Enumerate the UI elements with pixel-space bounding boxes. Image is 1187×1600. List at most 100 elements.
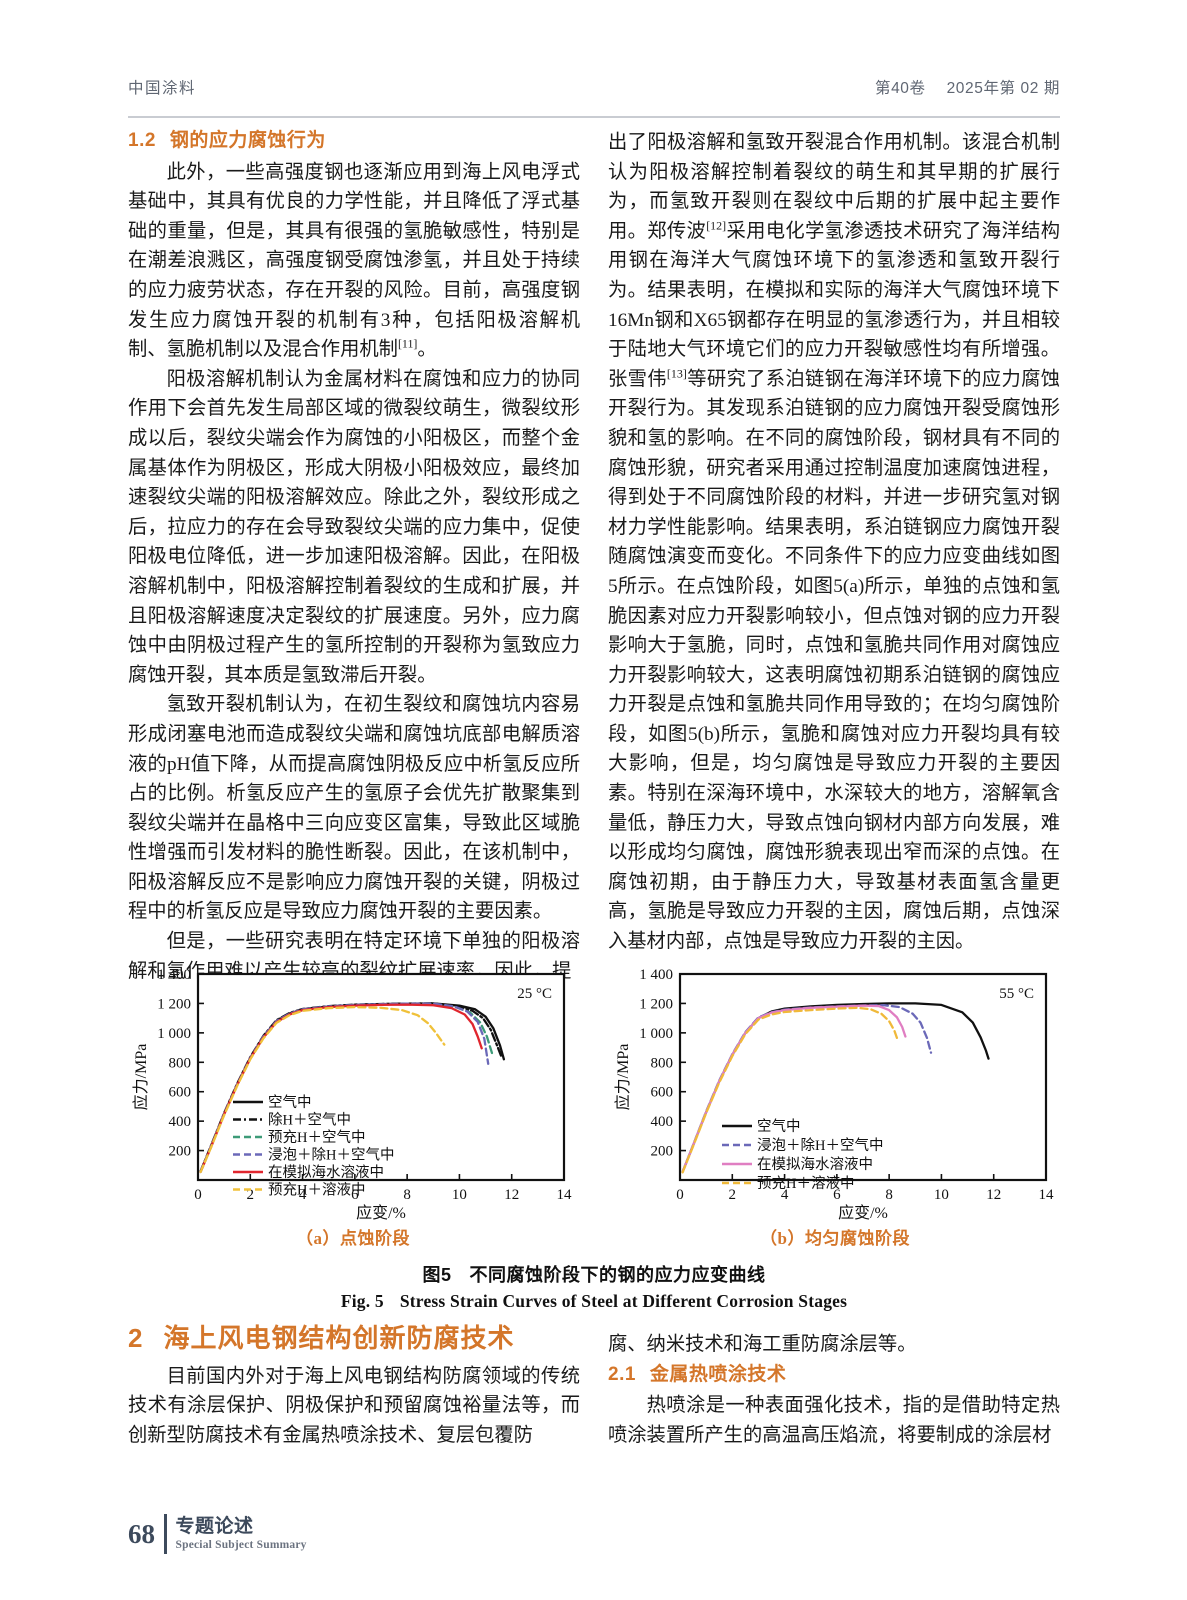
paragraph-3: 氢致开裂机制认为，在初生裂纹和腐蚀坑内容易形成闭塞电池而造成裂纹尖端和腐蚀坑底部… bbox=[128, 694, 580, 923]
figure-title-en: Stress Strain Curves of Steel at Differe… bbox=[399, 1291, 848, 1311]
svg-text:10: 10 bbox=[934, 1187, 949, 1203]
svg-text:6: 6 bbox=[833, 1187, 841, 1203]
figure-label-cn: 图5 bbox=[422, 1265, 452, 1285]
right-column-upper: 出了阳极溶解和氢致开裂混合作用机制。该混合机制认为阳极溶解控制着裂纹的萌生和其早… bbox=[608, 128, 1060, 957]
svg-text:空气中: 空气中 bbox=[757, 1118, 801, 1135]
volume-label: 第40卷 bbox=[874, 80, 926, 97]
section-number: 1.2 bbox=[128, 130, 156, 151]
svg-text:1 200: 1 200 bbox=[639, 996, 673, 1012]
chart-a-svg: 0 2 4 6 8 10 12 14 200 400 600 800 1 000 1 200 1 400 应力… bbox=[131, 967, 573, 1222]
svg-text:预充H＋空气中: 预充H＋空气中 bbox=[268, 1129, 365, 1146]
svg-text:4: 4 bbox=[781, 1187, 789, 1203]
paragraph-right-1a: 出了阳极溶解和氢致开裂混合作用机制。该混合机制认为阳极溶解控制着裂纹的萌生和其早… bbox=[608, 132, 1060, 242]
section-2-number: 2 bbox=[128, 1323, 144, 1353]
svg-text:0: 0 bbox=[676, 1187, 684, 1203]
page-header: 中国涂料 第40卷 2025年第 02 期 bbox=[128, 76, 1060, 118]
section-title: 钢的应力腐蚀行为 bbox=[169, 130, 326, 151]
svg-text:800: 800 bbox=[169, 1055, 192, 1071]
svg-text:14: 14 bbox=[557, 1187, 573, 1203]
svg-text:55 °C: 55 °C bbox=[999, 986, 1034, 1002]
left-column-lower: 2 海上风电钢结构创新防腐技术 目前国内外对于海上风电钢结构防腐领域的传统技术有涂… bbox=[128, 1322, 580, 1451]
svg-text:6: 6 bbox=[351, 1187, 359, 1203]
paragraph-right-1: 出了阳极溶解和氢致开裂混合作用机制。该混合机制认为阳极溶解控制着裂纹的萌生和其早… bbox=[608, 128, 1060, 957]
section-2-1-title: 金属热喷涂技术 bbox=[649, 1363, 787, 1385]
paragraph-2: 阳极溶解机制认为金属材料在腐蚀和应力的协同作用下会首先发生局部区域的微裂纹萌生，… bbox=[128, 368, 580, 686]
svg-text:25 °C: 25 °C bbox=[517, 986, 552, 1002]
section-heading-1-2: 1.2 钢的应力腐蚀行为 bbox=[128, 128, 580, 154]
svg-text:600: 600 bbox=[651, 1085, 674, 1101]
svg-text:应力/MPa: 应力/MPa bbox=[131, 1044, 150, 1111]
svg-text:浸泡＋除H＋空气中: 浸泡＋除H＋空气中 bbox=[268, 1147, 394, 1164]
chart-b-container: 0 2 4 6 8 10 12 14 200 400 600 800 1 000 1 200 1 400 应力… bbox=[610, 960, 1060, 1249]
charts-row: 0 2 4 6 8 10 12 14 200 400 600 800 1 000 1 200 1 400 应力… bbox=[128, 960, 1060, 1249]
footer-section-cn: 专题论述 bbox=[175, 1516, 254, 1538]
paragraph-right-1c: 等研究了系泊链钢在海洋环境下的应力腐蚀开裂行为。其发现系泊链钢的应力腐蚀开裂受腐… bbox=[608, 368, 1061, 953]
svg-text:2: 2 bbox=[247, 1187, 255, 1203]
chart-a-canvas: 0 2 4 6 8 10 12 14 200 400 600 800 1 000 1 200 1 400 应力… bbox=[128, 960, 578, 1222]
footer-section-en: Special Subject Summary bbox=[175, 1538, 307, 1551]
svg-text:空气中: 空气中 bbox=[268, 1094, 312, 1111]
reference-13: [13] bbox=[666, 366, 687, 381]
subcaption-a: （a）点蚀阶段 bbox=[296, 1229, 410, 1248]
svg-text:8: 8 bbox=[885, 1187, 893, 1203]
footer-section: 专题论述 Special Subject Summary bbox=[176, 1517, 307, 1551]
svg-text:0: 0 bbox=[194, 1187, 202, 1203]
figure-caption-en: Fig. 5 Stress Strain Curves of Steel at D… bbox=[128, 1291, 1060, 1312]
issue-info: 第40卷 2025年第 02 期 bbox=[875, 76, 1060, 98]
svg-text:1 400: 1 400 bbox=[157, 967, 191, 983]
chart-b-svg: 0 2 4 6 8 10 12 14 200 400 600 800 1 000 1 200 1 400 应力… bbox=[613, 967, 1055, 1222]
figure-5: 0 2 4 6 8 10 12 14 200 400 600 800 1 000 1 200 1 400 应力… bbox=[128, 960, 1060, 1312]
paragraph-1-tail: 。 bbox=[417, 339, 437, 361]
reference-12: [12] bbox=[706, 218, 727, 233]
figure-caption-cn: 图5 不同腐蚀阶段下的钢的应力应变曲线 bbox=[128, 1261, 1060, 1287]
svg-text:在模拟海水溶液中: 在模拟海水溶液中 bbox=[268, 1164, 384, 1181]
svg-text:200: 200 bbox=[651, 1144, 674, 1160]
paragraph-right-1b: 采用电化学氢渗透技术研究了海洋结构用钢在海洋大气腐蚀环境下的氢渗透和氢致开裂行为… bbox=[608, 220, 1061, 390]
figure-label-en: Fig. 5 bbox=[340, 1291, 384, 1311]
paragraph-bottom-left: 目前国内外对于海上风电钢结构防腐领域的传统技术有涂层保护、阴极保护和预留腐蚀裕量… bbox=[128, 1365, 580, 1446]
svg-text:14: 14 bbox=[1039, 1187, 1055, 1203]
svg-text:800: 800 bbox=[651, 1055, 674, 1071]
svg-text:应力/MPa: 应力/MPa bbox=[613, 1044, 632, 1111]
svg-text:12: 12 bbox=[504, 1187, 519, 1203]
svg-text:2: 2 bbox=[729, 1187, 737, 1203]
section-heading-2: 2 海上风电钢结构创新防腐技术 bbox=[128, 1322, 580, 1356]
svg-text:1 400: 1 400 bbox=[639, 967, 673, 983]
paragraph-bottom-right-cont: 腐、纳米技术和海工重防腐涂层等。 bbox=[608, 1334, 917, 1355]
footer-divider bbox=[164, 1514, 167, 1554]
svg-text:1 000: 1 000 bbox=[639, 1026, 673, 1042]
svg-text:1 200: 1 200 bbox=[157, 996, 191, 1012]
reference-11: [11] bbox=[397, 336, 418, 351]
paragraph-bottom-right: 热喷涂是一种表面强化技术，指的是借助特定热喷涂装置所产生的高温高压焰流，将要制成… bbox=[608, 1395, 1060, 1446]
subcaption-b: （b）均匀腐蚀阶段 bbox=[760, 1229, 910, 1248]
svg-text:10: 10 bbox=[452, 1187, 467, 1203]
section-heading-2-1: 2.1 金属热喷涂技术 bbox=[608, 1362, 1060, 1388]
section-2-title: 海上风电钢结构创新防腐技术 bbox=[163, 1323, 515, 1353]
chart-b-canvas: 0 2 4 6 8 10 12 14 200 400 600 800 1 000 1 200 1 400 应力… bbox=[610, 960, 1060, 1222]
svg-text:除H＋空气中: 除H＋空气中 bbox=[268, 1112, 351, 1129]
svg-text:应变/%: 应变/% bbox=[356, 1203, 406, 1222]
paragraph-1: 此外，一些高强度钢也逐渐应用到海上风电浮式基础中，其具有优良的力学性能，并且降低… bbox=[128, 158, 580, 365]
svg-text:在模拟海水溶液中: 在模拟海水溶液中 bbox=[757, 1156, 873, 1173]
left-column-upper: 1.2 钢的应力腐蚀行为 此外，一些高强度钢也逐渐应用到海上风电浮式基础中，其具有… bbox=[128, 128, 580, 986]
right-column-lower: 腐、纳米技术和海工重防腐涂层等。 2.1 金属热喷涂技术 热喷涂是一种表面强化技术… bbox=[608, 1330, 1060, 1450]
svg-text:200: 200 bbox=[169, 1144, 192, 1160]
svg-text:4: 4 bbox=[299, 1187, 307, 1203]
svg-text:600: 600 bbox=[169, 1085, 192, 1101]
journal-name: 中国涂料 bbox=[128, 80, 197, 97]
svg-text:应变/%: 应变/% bbox=[838, 1203, 888, 1222]
svg-text:400: 400 bbox=[651, 1114, 674, 1130]
svg-text:1 000: 1 000 bbox=[157, 1026, 191, 1042]
svg-text:浸泡＋除H＋空气中: 浸泡＋除H＋空气中 bbox=[757, 1137, 883, 1154]
page-number: 68 bbox=[128, 1518, 155, 1549]
svg-text:8: 8 bbox=[403, 1187, 411, 1203]
chart-a-container: 0 2 4 6 8 10 12 14 200 400 600 800 1 000 1 200 1 400 应力… bbox=[128, 960, 578, 1249]
svg-text:12: 12 bbox=[986, 1187, 1001, 1203]
svg-text:预充H＋溶液中: 预充H＋溶液中 bbox=[757, 1175, 854, 1192]
svg-text:预充H＋溶液中: 预充H＋溶液中 bbox=[268, 1182, 365, 1199]
paragraph-1-text: 此外，一些高强度钢也逐渐应用到海上风电浮式基础中，其具有优良的力学性能，并且降低… bbox=[128, 161, 580, 361]
svg-text:400: 400 bbox=[169, 1114, 192, 1130]
section-2-1-number: 2.1 bbox=[608, 1363, 636, 1385]
figure-title-cn: 不同腐蚀阶段下的钢的应力应变曲线 bbox=[469, 1265, 766, 1285]
